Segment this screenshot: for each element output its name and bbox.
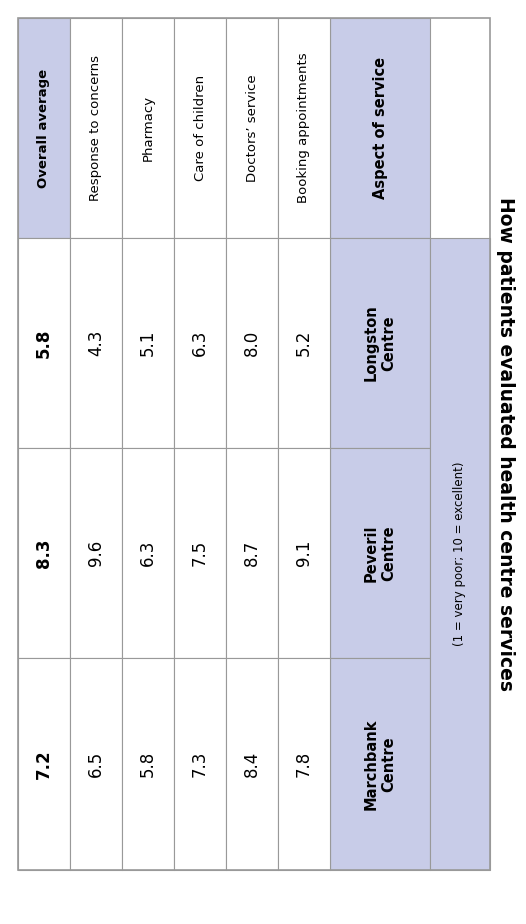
Bar [330, 448, 430, 658]
Bar [278, 658, 330, 870]
Bar [330, 18, 430, 238]
Bar [226, 238, 278, 448]
Bar [122, 658, 174, 870]
Text: 7.3: 7.3 [191, 751, 209, 777]
Bar [70, 238, 122, 448]
Bar [18, 18, 490, 870]
Text: 7.2: 7.2 [35, 749, 53, 779]
Text: 5.1: 5.1 [139, 330, 157, 356]
Bar [18, 658, 70, 870]
Bar [278, 448, 330, 658]
Text: How patients evaluated health centre services: How patients evaluated health centre ser… [495, 197, 514, 691]
Text: 7.5: 7.5 [191, 540, 209, 566]
Text: 6.3: 6.3 [139, 540, 157, 566]
Bar [18, 238, 70, 448]
Bar [430, 238, 490, 870]
Bar [122, 18, 174, 238]
Bar [226, 448, 278, 658]
Text: 8.7: 8.7 [243, 540, 261, 566]
Bar [70, 448, 122, 658]
Text: Overall average: Overall average [37, 68, 50, 188]
Text: Aspect of service: Aspect of service [372, 57, 388, 199]
Text: Pharmacy: Pharmacy [141, 95, 155, 161]
Bar [70, 18, 122, 238]
Bar [174, 238, 226, 448]
Text: 6.5: 6.5 [87, 751, 105, 777]
Text: Marchbank
Centre: Marchbank Centre [364, 718, 396, 809]
Bar [174, 658, 226, 870]
Bar [18, 18, 70, 238]
Text: Peveril
Centre: Peveril Centre [364, 524, 396, 582]
Bar [174, 18, 226, 238]
Bar [174, 448, 226, 658]
Text: 9.6: 9.6 [87, 540, 105, 566]
Text: 4.3: 4.3 [87, 330, 105, 356]
Text: 7.8: 7.8 [295, 751, 313, 777]
Bar [330, 238, 430, 448]
Text: Doctors’ service: Doctors’ service [246, 74, 258, 182]
Bar [70, 658, 122, 870]
Text: (1 = very poor; 10 = excellent): (1 = very poor; 10 = excellent) [453, 462, 467, 646]
Text: Response to concerns: Response to concerns [89, 55, 103, 201]
Text: 8.3: 8.3 [35, 539, 53, 567]
Bar [122, 238, 174, 448]
Text: 5.8: 5.8 [35, 328, 53, 358]
Bar [226, 18, 278, 238]
Text: 5.2: 5.2 [295, 330, 313, 356]
Text: 8.4: 8.4 [243, 751, 261, 777]
Bar [18, 448, 70, 658]
Bar [278, 238, 330, 448]
Text: Longston
Centre: Longston Centre [364, 305, 396, 382]
Text: 5.8: 5.8 [139, 751, 157, 777]
Bar [330, 658, 430, 870]
Bar [122, 448, 174, 658]
Text: 9.1: 9.1 [295, 540, 313, 566]
Bar [226, 658, 278, 870]
Text: Booking appointments: Booking appointments [298, 53, 310, 203]
Bar [278, 18, 330, 238]
Text: Care of children: Care of children [194, 75, 207, 181]
Text: 8.0: 8.0 [243, 330, 261, 356]
Text: 6.3: 6.3 [191, 330, 209, 356]
